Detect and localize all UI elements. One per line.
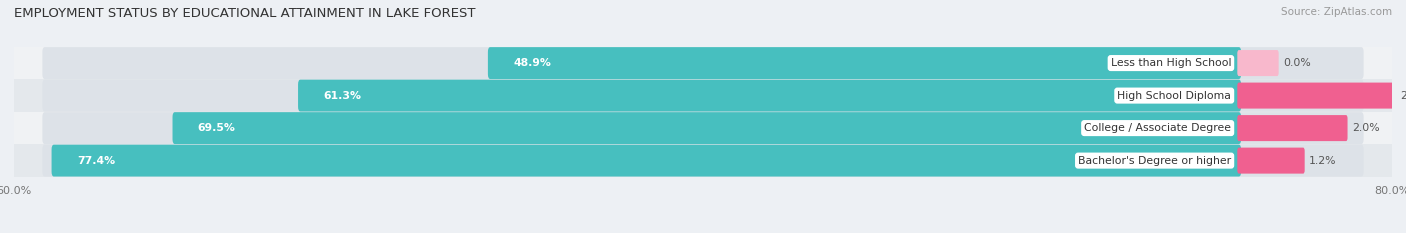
FancyBboxPatch shape [1237,50,1278,76]
FancyBboxPatch shape [42,112,1364,144]
Text: EMPLOYMENT STATUS BY EDUCATIONAL ATTAINMENT IN LAKE FOREST: EMPLOYMENT STATUS BY EDUCATIONAL ATTAINM… [14,7,475,20]
Text: 2.9%: 2.9% [1400,91,1406,101]
Bar [14,79,1392,112]
Text: 0.0%: 0.0% [1284,58,1310,68]
FancyBboxPatch shape [1237,115,1347,141]
Text: High School Diploma: High School Diploma [1118,91,1232,101]
FancyBboxPatch shape [1237,82,1396,109]
Text: 2.0%: 2.0% [1353,123,1379,133]
Text: Bachelor's Degree or higher: Bachelor's Degree or higher [1078,156,1232,166]
Bar [14,47,1392,79]
FancyBboxPatch shape [52,145,1241,177]
Text: 69.5%: 69.5% [198,123,236,133]
Text: 61.3%: 61.3% [323,91,361,101]
Text: Source: ZipAtlas.com: Source: ZipAtlas.com [1281,7,1392,17]
FancyBboxPatch shape [42,47,1364,79]
Text: Less than High School: Less than High School [1111,58,1232,68]
Text: 48.9%: 48.9% [513,58,551,68]
Text: College / Associate Degree: College / Associate Degree [1084,123,1232,133]
Text: 1.2%: 1.2% [1309,156,1337,166]
Bar [14,144,1392,177]
FancyBboxPatch shape [42,80,1364,112]
FancyBboxPatch shape [1237,147,1305,174]
Bar [14,112,1392,144]
FancyBboxPatch shape [298,80,1241,112]
FancyBboxPatch shape [173,112,1241,144]
Text: 77.4%: 77.4% [77,156,115,166]
FancyBboxPatch shape [42,145,1364,177]
FancyBboxPatch shape [488,47,1241,79]
